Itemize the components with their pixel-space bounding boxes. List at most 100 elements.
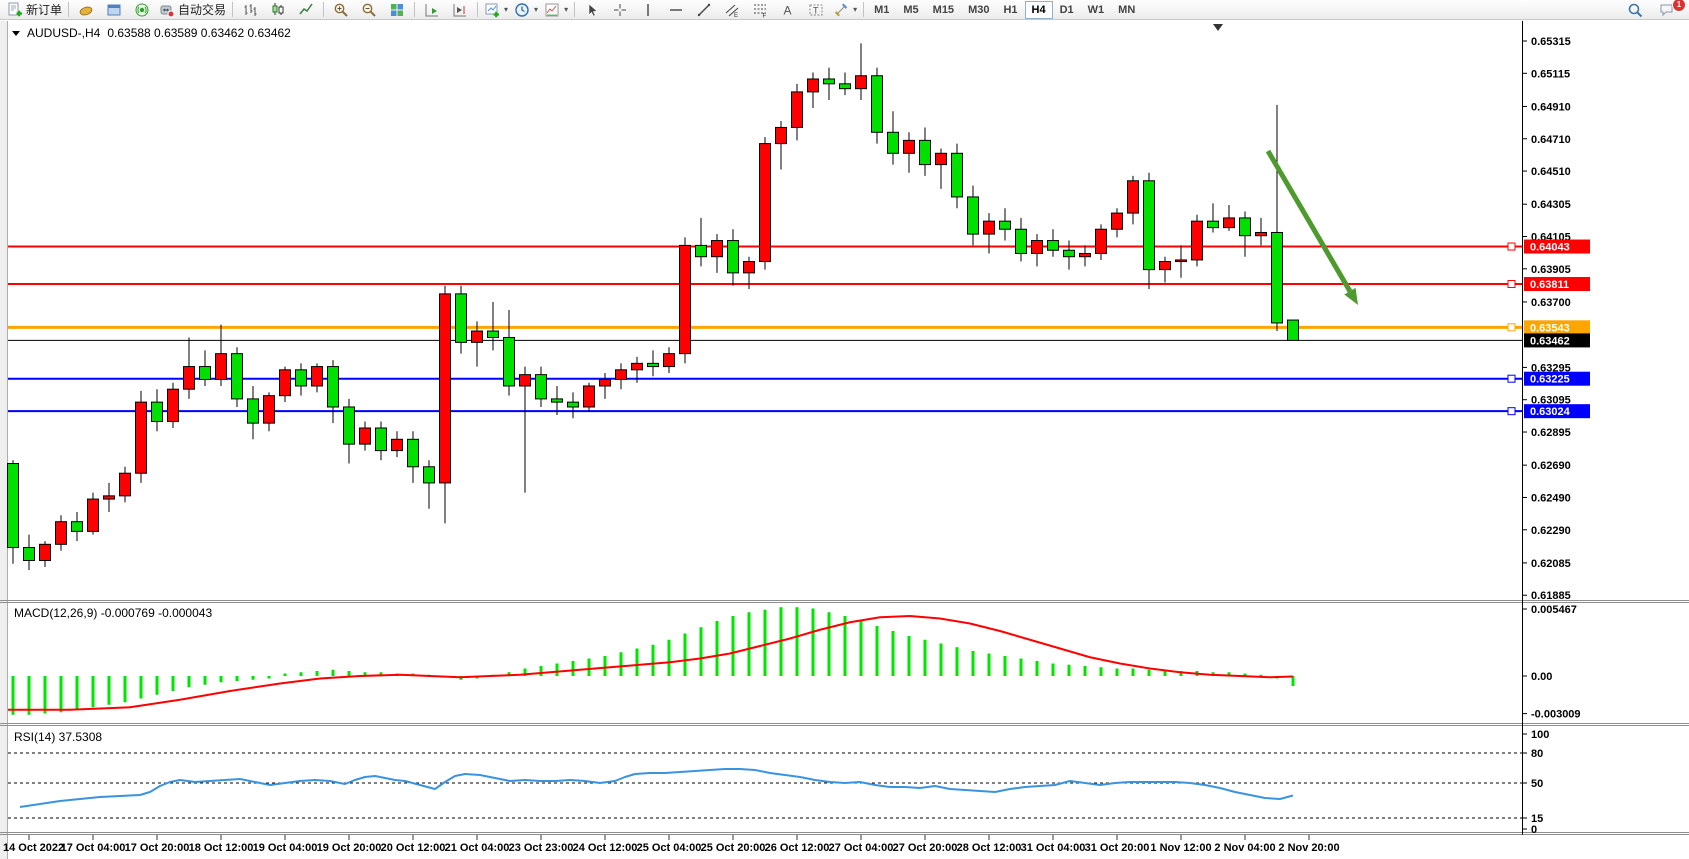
- timeframe-M30[interactable]: M30: [968, 3, 990, 16]
- price-axis[interactable]: 0.65315 0.65115 0.64910 0.64710 0.64510 0.643…: [1507, 21, 1590, 836]
- tile-windows-icon: [389, 2, 405, 18]
- macd-histogram-bar: [635, 648, 639, 676]
- macd-histogram-bar: [1019, 658, 1023, 676]
- zoom-out-button[interactable]: [355, 1, 383, 19]
- timeframe-M15[interactable]: M15: [932, 3, 955, 16]
- hline-price-tag: 0.63024: [1530, 406, 1571, 418]
- svg-text:E: E: [734, 13, 738, 18]
- dropdown-caret-icon: ▾: [564, 4, 569, 14]
- trend-arrow-annotation[interactable]: [1265, 149, 1358, 305]
- macd-histogram-bar: [75, 676, 79, 710]
- hline-handle[interactable]: [1507, 407, 1516, 416]
- zoom-in-button[interactable]: [327, 1, 355, 19]
- candle-up: [1159, 261, 1171, 271]
- timeframe-D1[interactable]: D1: [1059, 3, 1074, 16]
- chart-shift-icon: [452, 2, 468, 18]
- hline-price-tag: 0.63811: [1530, 279, 1569, 291]
- timeframe-M1[interactable]: M1: [874, 3, 890, 16]
- line-chart-button[interactable]: [292, 1, 320, 19]
- hline-handle[interactable]: [1507, 242, 1516, 251]
- toolbar-right-group: 1: [1621, 0, 1686, 19]
- data-window-button[interactable]: [100, 1, 128, 19]
- candle-down: [407, 438, 419, 468]
- macd-histogram-bar: [811, 608, 815, 676]
- hline-handle[interactable]: [1507, 280, 1516, 289]
- candle-down: [999, 220, 1011, 230]
- templates-button[interactable]: ▾: [541, 1, 571, 19]
- search-button[interactable]: [1621, 1, 1649, 19]
- candle-up: [39, 543, 51, 561]
- hline-handle[interactable]: [1507, 323, 1516, 332]
- vertical-line-button[interactable]: [634, 1, 662, 19]
- auto-trading-button[interactable]: 自动交易: [156, 1, 229, 19]
- arrows-button[interactable]: ▾: [830, 1, 860, 19]
- periods-icon: [514, 2, 530, 18]
- timeframe-H4[interactable]: H4: [1024, 0, 1053, 19]
- symbol-dropdown-icon[interactable]: [12, 30, 20, 36]
- candles-layer: [7, 43, 1299, 571]
- time-tick-label: 27 Oct 20:00: [893, 842, 958, 854]
- candle-down: [535, 374, 547, 400]
- candle-down: [1207, 220, 1219, 229]
- price-tick-label: 0.65115: [1531, 68, 1570, 80]
- new-chart-icon: [484, 2, 500, 18]
- candle-down: [839, 83, 851, 90]
- macd-histogram-bar: [1067, 664, 1071, 676]
- dropdown-caret-icon: ▾: [504, 4, 509, 14]
- trendline-button[interactable]: [690, 1, 718, 19]
- macd-histogram-bar: [1291, 676, 1295, 686]
- trend-arrow-shaft: [1265, 149, 1353, 293]
- bar-chart-button[interactable]: [236, 1, 264, 19]
- auto-scroll-button[interactable]: [418, 1, 446, 19]
- candle-down: [231, 353, 243, 400]
- line-chart-icon: [298, 2, 314, 18]
- crosshair-button[interactable]: [606, 1, 634, 19]
- candle-up: [311, 366, 323, 387]
- time-tick-label: 26 Oct 12:00: [765, 842, 830, 854]
- candle-up: [167, 388, 179, 423]
- hline-price-tag: 0.64043: [1530, 242, 1570, 254]
- candle-down: [871, 75, 883, 133]
- candle-down: [503, 336, 515, 387]
- notification-badge: 1: [1672, 0, 1686, 12]
- candlestick-button[interactable]: [264, 1, 292, 19]
- market-watch-button[interactable]: [72, 1, 100, 19]
- macd-tick-label: 0.00: [1531, 671, 1552, 683]
- time-tick-label: 2 Nov 04:00: [1214, 842, 1275, 854]
- price-tag-box: [1524, 404, 1590, 419]
- auto-trading-icon: [159, 2, 175, 18]
- tile-windows-button[interactable]: [383, 1, 411, 19]
- macd-tick-label: -0.003009: [1531, 709, 1581, 721]
- macd-histogram-bar: [1003, 656, 1007, 676]
- timeframe-H1[interactable]: H1: [1003, 3, 1018, 16]
- chat-button[interactable]: 1: [1653, 0, 1686, 19]
- cursor-button[interactable]: [578, 1, 606, 19]
- chart-shift-marker[interactable]: [1213, 24, 1223, 31]
- text-label-button[interactable]: T: [802, 1, 830, 19]
- time-tick-label: 28 Oct 12:00: [957, 842, 1022, 854]
- candle-up: [855, 75, 867, 90]
- data-window-icon: [106, 2, 122, 18]
- new-order-button[interactable]: 新订单: [4, 1, 65, 19]
- horizontal-lines-layer[interactable]: [8, 245, 1522, 413]
- fibonacci-button[interactable]: F: [746, 1, 774, 19]
- horizontal-line-button[interactable]: [662, 1, 690, 19]
- timeframe-M5[interactable]: M5: [903, 3, 919, 16]
- candle-down: [1239, 217, 1251, 237]
- chart-shift-button[interactable]: [446, 1, 474, 19]
- zoom-out-icon: [361, 2, 377, 18]
- equidistant-channel-button[interactable]: E: [718, 1, 746, 19]
- candle-up: [775, 126, 787, 145]
- new-chart-button[interactable]: ▾: [481, 1, 511, 19]
- time-tick-label: 18 Oct 12:00: [189, 842, 254, 854]
- hline-handle[interactable]: [1507, 374, 1516, 383]
- timeframe-W1[interactable]: W1: [1087, 3, 1105, 16]
- bar-chart-icon: [242, 2, 258, 18]
- macd-label: MACD(12,26,9) -0.000769 -0.000043: [14, 606, 212, 620]
- text-button[interactable]: A: [774, 1, 802, 19]
- periods-button[interactable]: ▾: [511, 1, 541, 19]
- timeframe-MN[interactable]: MN: [1118, 3, 1136, 16]
- navigator-button[interactable]: [128, 1, 156, 19]
